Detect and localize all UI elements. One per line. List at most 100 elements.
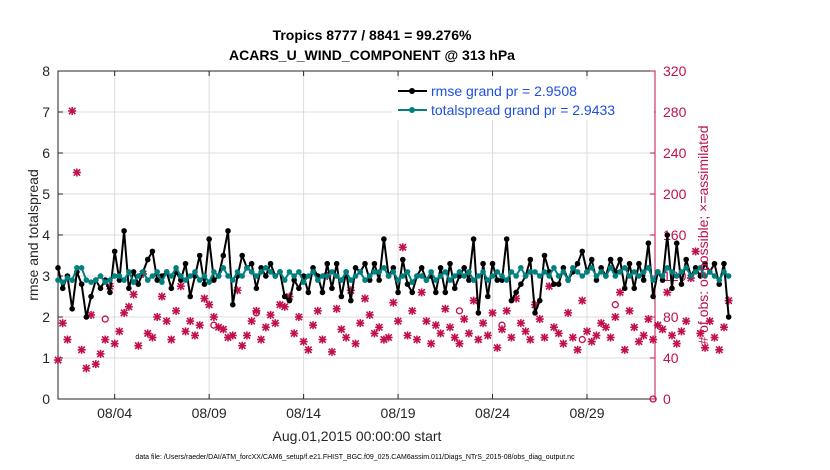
totalspread-point [456,269,463,275]
obs-assimilated-point [120,308,129,317]
totalspread-point [154,269,160,275]
obs-assimilated-point [634,337,643,346]
obs-assimilated-point [54,356,62,365]
obs-assimilated-point [394,317,403,326]
rmse-point [296,285,302,292]
obs-assimilated-point [668,331,677,340]
obs-assimilated-point [488,308,497,317]
rmse-point [437,265,444,271]
totalspread-point [116,273,123,279]
totalspread-point [168,273,175,279]
totalspread-point [513,273,519,279]
obs-assimilated-point [309,321,318,330]
x-tick-label: 08/24 [475,405,510,421]
totalspread-point [352,273,359,279]
rmse-point [149,248,156,255]
axis-ticks: 08/04 08/09 08/14 08/19 08/24 08/290123456780… [42,63,686,421]
obs-assimilated-point [271,319,280,328]
obs-assimilated-point [479,319,488,328]
y-tick-label: 4 [42,227,50,243]
totalspread-point [442,269,449,275]
x-axis-label: Aug.01,2015 00:00:00 start [273,428,442,444]
rmse-point [470,236,477,242]
totalspread-point [603,273,609,279]
rmse-point [399,256,406,263]
totalspread-point [607,265,614,271]
legend: rmse grand pr = 2.9508 totalspread grand… [392,80,654,120]
totalspread-point [721,269,727,275]
rmse-point [267,260,274,267]
rmse-point [588,256,595,263]
obs-assimilated-point [672,339,681,348]
y2-tick-label: 160 [663,227,687,243]
y-tick-label: 8 [42,63,50,79]
obs-assimilated-point [422,317,431,326]
totalspread-point [508,269,515,275]
obs-assimilated-point [639,331,648,340]
rmse-point [55,265,61,271]
rmse-point [702,260,708,267]
totalspread-point [211,269,217,275]
obs-assimilated-point [72,168,81,177]
obs-assimilated-point [502,306,511,315]
rmse-point [258,265,264,271]
totalspread-point [281,277,288,283]
obs-assimilated-point [370,329,379,338]
obs-assimilated-point [247,317,256,326]
rmse-point [144,256,151,263]
totalspread-point [688,273,694,279]
totalspread-point [659,273,666,279]
totalspread-point [69,277,75,283]
obs-assimilated-point [332,304,341,313]
y-tick-label: 6 [42,145,50,161]
totalspread-point [182,277,189,283]
totalspread-point [149,273,156,279]
totalspread-point [324,273,331,279]
obs-assimilated-point [658,325,667,334]
totalspread-point [716,277,723,283]
obs-assimilated-point [77,345,86,354]
y2-tick-label: 200 [663,186,687,202]
totalspread-point [584,269,590,275]
totalspread-point [725,273,732,279]
obs-assimilated-point [474,335,483,344]
obs-assimilated-point [403,331,412,340]
totalspread-point [428,269,434,275]
obs-assimilated-point [351,339,360,348]
totalspread-point [277,269,283,275]
obs-assimilated-point [157,292,166,301]
rmse-point [451,285,458,292]
x-tick-label: 08/04 [97,405,132,421]
obs-assimilated-point [365,310,374,319]
y-tick-label: 5 [42,186,50,202]
rmse-point [229,301,236,308]
totalspread-point [466,269,472,275]
obs-assimilated-point [101,335,110,344]
obs-assimilated-point [290,329,299,338]
obs-assimilated-point [649,335,658,344]
rmse-point [381,236,387,242]
totalspread-point [239,273,246,279]
totalspread-point [650,277,656,283]
rmse-point [352,265,359,271]
rmse-point [664,232,671,238]
totalspread-point [263,265,269,271]
rmse-point [697,273,704,279]
obs-assimilated-point [167,335,176,344]
rmse-point [725,314,732,320]
obs-assimilated-point [124,302,133,311]
obs-possible-point [498,321,506,329]
totalspread-point [74,265,80,271]
totalspread-point [522,273,529,279]
obs-assimilated-point [625,306,634,315]
rmse-point [121,228,127,234]
rmse-point [532,310,538,316]
totalspread-point [475,273,482,279]
obs-assimilated-point [148,333,157,342]
obs-assimilated-point [559,339,568,348]
totalspread-point [678,269,685,275]
totalspread-point [574,269,581,275]
obs-assimilated-point [96,349,105,358]
rmse-point [683,256,689,263]
rmse-point [442,289,449,296]
